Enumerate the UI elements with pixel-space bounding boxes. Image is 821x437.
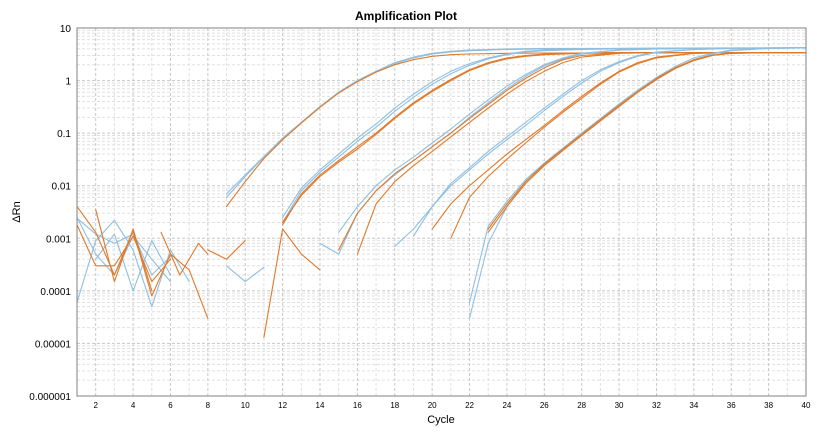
x-axis-label: Cycle [427,414,455,426]
series-line-2 [76,217,172,276]
series-line-7 [76,224,172,283]
plot-area [76,47,807,338]
series-line-8 [95,209,153,292]
series-line-30 [487,52,807,230]
y-axis-label: ΔRn [11,201,23,222]
series-line-10 [263,228,321,338]
x-tick-label: 26 [540,401,549,410]
plot-frame [76,27,807,397]
x-tick-label: 16 [353,401,362,410]
y-tick-label: 0.01 [52,182,72,193]
series-line-20 [338,47,807,233]
x-tick-label: 2 [93,401,98,410]
chart-title: Amplification Plot [355,9,457,23]
x-tick-label: 22 [465,401,474,410]
series-line-9 [207,240,246,260]
x-tick-label: 34 [689,401,698,410]
x-tick-label: 10 [241,401,250,410]
y-tick-label: 0.0001 [40,287,71,298]
y-tick-label: 10 [60,24,72,35]
series-line-26 [450,52,807,239]
series-lines [76,47,807,338]
x-tick-label: 36 [727,401,736,410]
series-line-5 [95,233,172,292]
series-line-24 [412,47,807,237]
y-axis-ticks: 10 1 0.1 0.01 0.001 0.0001 0.00001 0.000001 [29,24,71,403]
y-tick-label: 0.000001 [29,392,71,403]
series-line-29 [487,52,807,233]
y-tick-label: 0.1 [57,129,71,140]
x-tick-label: 38 [764,401,773,410]
series-line-11 [160,231,209,276]
y-tick-label: 1 [65,77,71,88]
series-line-13 [225,47,807,195]
x-tick-label: 20 [428,401,437,410]
x-tick-label: 30 [615,401,624,410]
x-tick-label: 40 [802,401,811,410]
x-tick-label: 8 [206,401,211,410]
x-tick-label: 24 [502,401,511,410]
x-tick-label: 28 [577,401,586,410]
x-tick-label: 4 [131,401,136,410]
y-tick-label: 0.001 [46,234,71,245]
series-line-28 [468,47,807,304]
series-line-22 [338,52,807,251]
x-axis-ticks: 2 4 6 8 10 12 14 16 18 20 22 24 26 28 30 32 34 36 38 40 [93,401,811,410]
x-tick-label: 14 [316,401,325,410]
series-line-12 [225,47,807,198]
x-tick-label: 18 [390,401,399,410]
series-line-1 [76,219,190,308]
x-tick-label: 6 [168,401,173,410]
y-tick-label: 0.00001 [35,339,72,350]
grid [77,27,806,397]
series-line-16 [282,47,807,224]
series-line-4 [225,265,265,283]
x-tick-label: 12 [278,401,287,410]
series-line-6 [76,206,209,319]
series-line-15 [282,47,807,218]
x-tick-label: 32 [652,401,661,410]
